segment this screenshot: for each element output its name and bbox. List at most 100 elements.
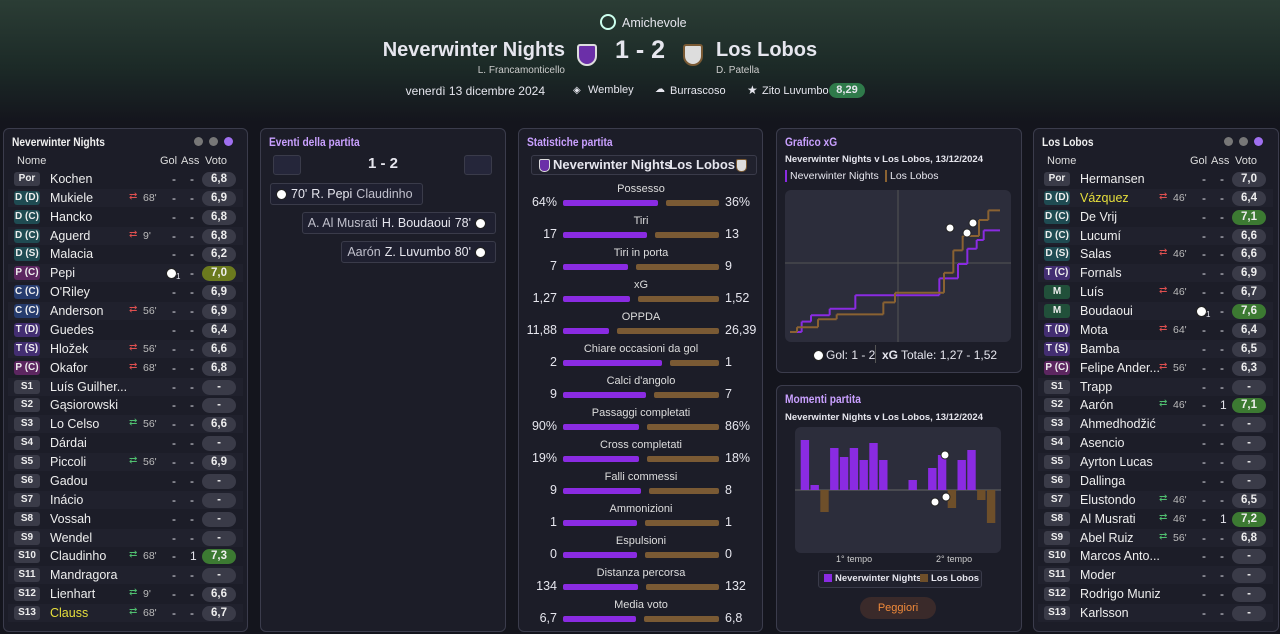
home-value: 19% <box>531 451 557 465</box>
sub-minute: 56' <box>1173 361 1187 374</box>
stat-label: Distanza percorsa <box>596 567 686 579</box>
goals: - <box>172 172 176 186</box>
goal-icon <box>475 247 486 259</box>
rating: - <box>1232 455 1266 471</box>
sub-arrow: ⇄ <box>129 417 138 429</box>
star-icon: ★ <box>747 83 758 97</box>
assists: - <box>190 530 194 545</box>
player-name: Wendel <box>50 530 93 545</box>
goal-icon <box>941 492 951 502</box>
goals: - <box>172 341 176 356</box>
legend-swatch <box>785 170 787 182</box>
sub-minute: 9' <box>143 229 151 242</box>
sub-minute: 46' <box>1173 248 1187 261</box>
rating: 7,6 <box>1232 304 1266 320</box>
position-badge: C (C) <box>14 285 40 300</box>
xg-total: Totale: 1,27 - 1,52 <box>901 348 998 362</box>
rating: 6,8 <box>1232 530 1266 546</box>
goals: - <box>1202 455 1206 470</box>
goal-icon <box>1196 306 1207 318</box>
rating: - <box>202 473 236 489</box>
sub-arrow: ⇄ <box>1159 285 1168 297</box>
assists: - <box>190 511 194 526</box>
position-badge: S8 <box>14 511 40 526</box>
goals: - <box>172 455 176 470</box>
position-badge: D (C) <box>1044 228 1070 243</box>
momentum-bar <box>859 460 868 490</box>
assists: 1 <box>1220 511 1227 526</box>
row-bg <box>8 604 243 622</box>
goals: - <box>1202 436 1206 451</box>
position-badge: S8 <box>1044 511 1070 526</box>
player-name: Malacia <box>50 247 94 262</box>
player-name: Okafor <box>50 360 88 375</box>
column-header: Voto <box>205 155 228 167</box>
sub-minute: 68' <box>143 191 157 204</box>
away-value: 1 <box>725 355 732 369</box>
position-badge: D (D) <box>14 190 40 205</box>
assists: - <box>1220 587 1224 602</box>
sub-minute: 46' <box>1173 493 1187 506</box>
player-name: Moder <box>1080 568 1116 583</box>
goals: - <box>1202 322 1206 337</box>
sub-minute: 68' <box>143 550 157 563</box>
subtitle: Neverwinter Nights v Los Lobos, 13/12/20… <box>785 154 983 165</box>
position-badge: D (C) <box>1044 209 1070 224</box>
sub-minute: 56' <box>1173 531 1187 544</box>
rating: 6,8 <box>202 228 236 244</box>
row-bg <box>8 226 243 245</box>
momentum-bar <box>908 480 917 490</box>
worst-button[interactable]: Peggiori <box>860 597 936 619</box>
rating: - <box>1232 417 1266 433</box>
column-header: Nome <box>1047 155 1077 167</box>
momentum-bar <box>928 468 937 490</box>
home-bar <box>563 200 658 206</box>
sub-minute: 68' <box>143 361 157 374</box>
rating: 7,2 <box>1232 511 1266 527</box>
rating: - <box>202 398 236 414</box>
position-badge: S7 <box>14 492 40 507</box>
home-bar <box>563 264 628 270</box>
home-value: 9 <box>550 483 557 497</box>
events-score: 1 - 2 <box>367 155 398 172</box>
panel-title: Los Lobos <box>1042 135 1094 149</box>
away-value: 0 <box>725 547 732 561</box>
assists: - <box>1220 530 1224 545</box>
player-name: Lienhart <box>50 587 96 602</box>
rating: 6,5 <box>1232 341 1266 357</box>
assist: A. Al Musrati <box>307 216 378 230</box>
rating: - <box>1232 379 1266 395</box>
half-label: 2° tempo <box>936 554 973 564</box>
away-team: Los Lobos <box>716 39 818 61</box>
goals: - <box>1202 360 1206 375</box>
player-name: Vossah <box>50 511 92 526</box>
momentum-bar <box>947 490 957 508</box>
position-badge: S10 <box>1044 549 1070 564</box>
row-bg <box>1038 566 1273 585</box>
home-value: 6,7 <box>539 611 557 625</box>
goals: - <box>172 473 176 488</box>
rating: 7,3 <box>202 549 236 565</box>
rating: 6,4 <box>1232 190 1266 206</box>
sub-arrow: ⇄ <box>129 304 138 316</box>
player-name: Gąsiorowski <box>50 398 119 413</box>
home-badge <box>539 159 550 172</box>
weather: Burrascoso <box>670 85 726 97</box>
home-bar <box>563 296 631 302</box>
rating: - <box>1232 606 1266 621</box>
subtitle: Neverwinter Nights v Los Lobos, 13/12/20… <box>785 412 983 423</box>
goal-icon <box>166 268 177 280</box>
rating: 6,8 <box>202 209 236 225</box>
player-name: Claudinho <box>50 549 107 564</box>
rating: - <box>202 568 236 584</box>
home-badge <box>273 155 301 175</box>
sub-arrow: ⇄ <box>129 587 138 599</box>
rating: 6,6 <box>202 417 236 433</box>
rating: 6,5 <box>1232 492 1266 508</box>
momentum-bar <box>800 440 810 490</box>
assists: - <box>1220 473 1224 488</box>
stat-label: Tiri <box>633 215 649 227</box>
column-header: Gol <box>160 155 178 167</box>
stat-label: Chiare occasioni da gol <box>583 343 699 355</box>
goals: - <box>1202 492 1206 507</box>
